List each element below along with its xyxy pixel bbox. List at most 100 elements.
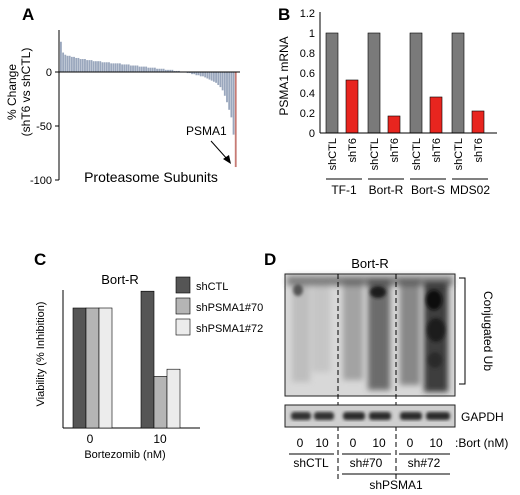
panel-b-ytick-label: 0.8 xyxy=(300,48,315,60)
subunit-bar xyxy=(232,72,235,135)
panel-a-xlabel: Proteasome Subunits xyxy=(84,169,218,185)
subunit-bar xyxy=(171,69,174,72)
panel-b-category-label: shCTL xyxy=(327,138,339,170)
subunit-bar xyxy=(149,67,152,72)
panel-b-letter: B xyxy=(278,5,290,24)
subunit-bar xyxy=(125,64,128,72)
shctl-bar xyxy=(367,32,381,134)
subunit-bar xyxy=(219,72,222,88)
panel-a-ytick-label: -100 xyxy=(30,175,52,187)
psma1-bar xyxy=(234,72,237,168)
blot-dark-spots xyxy=(293,284,445,368)
subunit-bar xyxy=(103,62,106,72)
subunit-bar xyxy=(230,72,233,118)
subunit-bar xyxy=(173,70,176,72)
panel-b-group-label: MDS02 xyxy=(450,183,490,197)
shctl-bar xyxy=(451,32,465,134)
subunit-bar xyxy=(210,72,213,81)
panel-b-category-label: shT6 xyxy=(347,138,359,162)
panel-c-ylabel: Viability (% Inhibition) xyxy=(35,302,47,407)
viability-bar xyxy=(85,307,100,429)
subunit-bar xyxy=(73,56,75,72)
subunit-bar xyxy=(123,64,126,72)
subunit-bar xyxy=(158,68,161,72)
panel-b-yticks: 0 0.2 0.4 0.6 0.8 1 1.2 xyxy=(300,8,315,140)
subunit-bar xyxy=(116,63,119,72)
viability-bar xyxy=(153,376,168,429)
panel-c-xtick-label: 10 xyxy=(153,432,167,446)
panel-b-ylabel: PSMA1 mRNA xyxy=(277,36,291,115)
panel-c-bars xyxy=(72,290,181,429)
super-group-label: shPSMA1 xyxy=(369,478,423,492)
subunit-bar xyxy=(92,61,95,72)
subunit-bar xyxy=(208,72,211,80)
legend-swatch-shpsma1-70 xyxy=(175,297,191,315)
panel-a-annotation: PSMA1 xyxy=(186,124,227,138)
subunit-bar xyxy=(202,72,204,77)
subunit-bar xyxy=(77,57,80,72)
subunit-bar xyxy=(66,55,69,72)
sht6-bar xyxy=(429,96,443,134)
subunit-bar xyxy=(193,72,196,75)
panel-b-ytick-label: 0 xyxy=(309,128,315,140)
subunit-bar xyxy=(75,57,78,72)
panel-b-category-labels: shCTL shT6 shCTL shT6 shCTL shT6 shCTL shT6 xyxy=(327,138,485,170)
bracket-label: Conjugated Ub xyxy=(481,291,495,371)
subunit-bar xyxy=(215,72,217,83)
panel-c-xtick-label: 0 xyxy=(87,432,94,446)
blot-title: Bort-R xyxy=(351,256,389,271)
subunit-bar xyxy=(175,70,178,72)
sht6-bar xyxy=(387,115,401,134)
subunit-bar xyxy=(134,65,137,72)
panel-b: B PSMA1 mRNA 0 0.2 0.4 0.6 0.8 1 1.2 shC… xyxy=(277,5,497,197)
group-label: sh#70 xyxy=(350,456,383,470)
viability-bar xyxy=(72,307,87,429)
subunit-bar xyxy=(206,72,209,79)
panel-a-ytick-label: -50 xyxy=(36,121,52,133)
group-label: shCTL xyxy=(293,456,329,470)
panel-c: C Bort-R Viability (% Inhibition) 0 10 B… xyxy=(34,250,263,461)
panel-b-ytick-label: 0.6 xyxy=(300,68,315,80)
subunit-bar xyxy=(160,68,163,72)
subunit-bar xyxy=(153,67,156,72)
subunit-bar xyxy=(164,69,167,72)
subunit-bar xyxy=(132,65,134,72)
subunit-bar xyxy=(119,63,121,72)
sht6-bar xyxy=(471,110,485,134)
dose-label: 10 xyxy=(315,436,329,450)
panel-b-ytick-label: 0.2 xyxy=(300,108,315,120)
panel-a-ytick-label: 0 xyxy=(46,67,52,79)
legend-label: shPSMA1#70 xyxy=(196,302,263,314)
ubiquitin-blot xyxy=(284,273,456,480)
panel-b-category-label: shCTL xyxy=(411,138,423,170)
subunit-bar xyxy=(197,72,200,76)
subunit-bar xyxy=(156,68,158,72)
subunit-bar xyxy=(60,41,62,72)
subunit-bar xyxy=(143,66,145,72)
subunit-bar xyxy=(99,61,102,72)
panel-a-letter: A xyxy=(22,5,34,24)
subunit-bar xyxy=(68,55,71,72)
gapdh-label: GAPDH xyxy=(461,410,504,424)
sht6-bar xyxy=(345,79,359,134)
panel-b-ytick-label: 1 xyxy=(309,28,315,40)
panel-c-letter: C xyxy=(34,250,46,269)
legend-label: shCTL xyxy=(196,281,228,293)
subunit-bar xyxy=(129,65,132,72)
panel-b-ytick-label: 0.4 xyxy=(300,88,315,100)
shctl-bar xyxy=(409,32,423,134)
subunit-bar xyxy=(86,60,89,72)
legend-swatch-shpsma1-72 xyxy=(175,318,191,336)
subunit-bar xyxy=(110,63,113,72)
subunit-bar xyxy=(195,72,198,76)
panel-c-legend: shCTL shPSMA1#70 shPSMA1#72 xyxy=(175,276,263,336)
subunit-bar xyxy=(88,60,91,72)
shctl-bar xyxy=(325,32,339,134)
subunit-bar xyxy=(121,64,124,72)
subunit-bar xyxy=(151,67,154,72)
subunit-bar xyxy=(162,68,165,72)
subunit-bar xyxy=(169,69,172,72)
subunit-bar xyxy=(90,60,93,72)
subunit-bar xyxy=(226,72,228,103)
panel-a: A % Change (shT6 vs shCTL) 0 -50 -100 PS… xyxy=(5,5,240,187)
